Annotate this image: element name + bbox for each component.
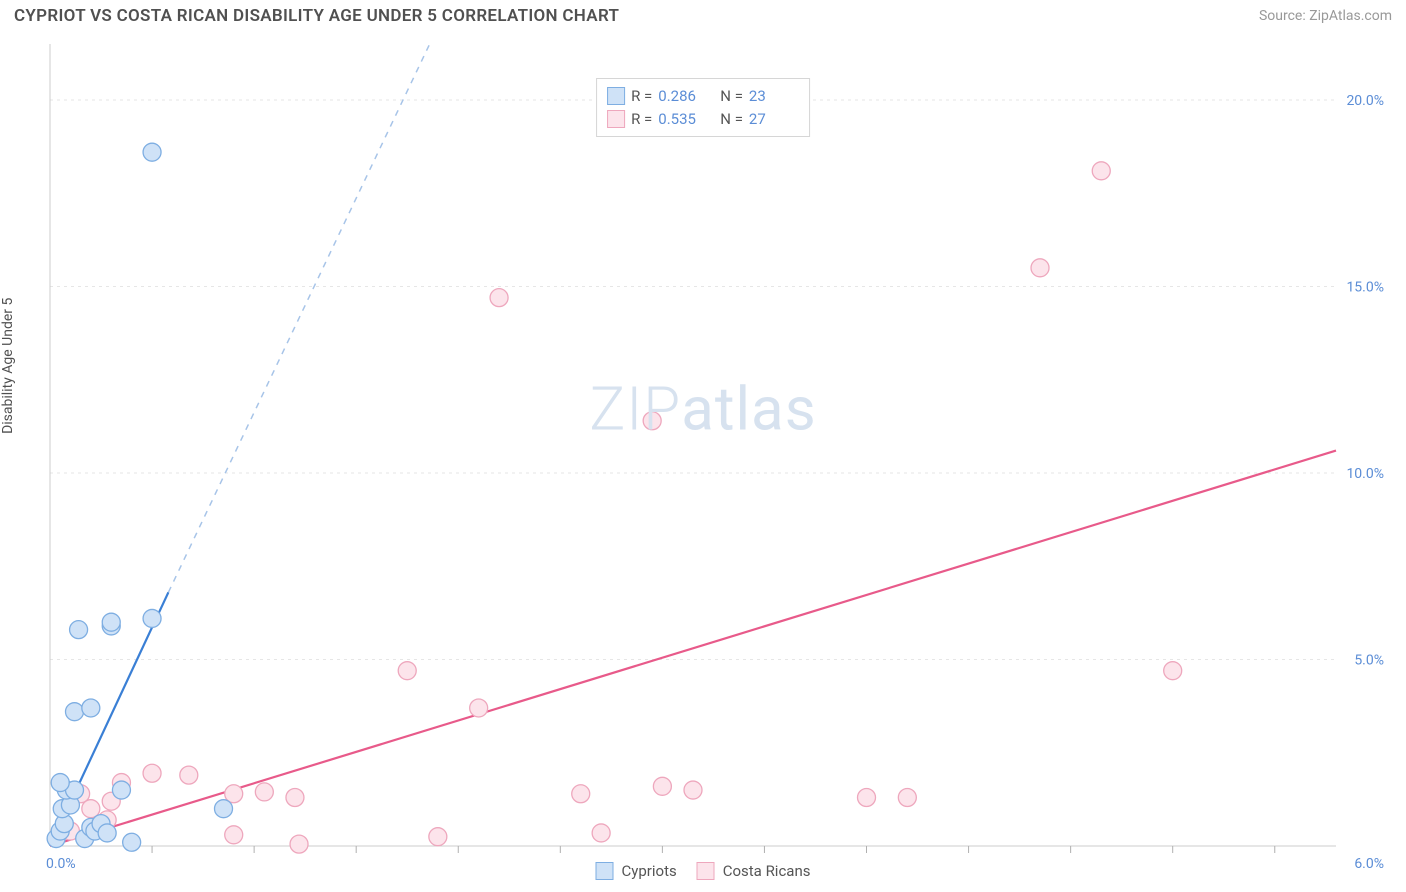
svg-text:20.0%: 20.0% (1346, 93, 1384, 109)
svg-text:0.0%: 0.0% (46, 856, 76, 872)
chart-title: CYPRIOT VS COSTA RICAN DISABILITY AGE UN… (14, 6, 619, 26)
swatch-icon (596, 862, 614, 880)
n-value: 23 (749, 85, 795, 108)
stats-row-cypriots: R = 0.286 N = 23 (607, 85, 795, 108)
chart-area: Disability Age Under 5 5.0%10.0%15.0%20.… (14, 38, 1392, 882)
bottom-legend: Cypriots Costa Ricans (596, 862, 811, 880)
legend-item-costaricans: Costa Ricans (697, 862, 811, 880)
r-value: 0.286 (658, 85, 704, 108)
n-value: 27 (749, 108, 795, 131)
svg-text:10.0%: 10.0% (1346, 466, 1384, 482)
svg-text:6.0%: 6.0% (1354, 856, 1384, 872)
swatch-icon (607, 87, 625, 105)
r-value: 0.535 (658, 108, 704, 131)
scatter-chart: 5.0% 10.0% 15.0% 20.0% 0.0% 6.0% (14, 38, 1392, 882)
source-label: Source: ZipAtlas.com (1259, 8, 1392, 24)
legend-label: Cypriots (622, 862, 677, 880)
legend-item-cypriots: Cypriots (596, 862, 677, 880)
legend-label: Costa Ricans (723, 862, 811, 880)
stats-row-costaricans: R = 0.535 N = 27 (607, 108, 795, 131)
y-axis-label: Disability Age Under 5 (0, 298, 16, 434)
stats-legend-box: R = 0.286 N = 23 R = 0.535 N = 27 (596, 78, 810, 137)
svg-text:15.0%: 15.0% (1346, 279, 1384, 295)
svg-text:5.0%: 5.0% (1354, 652, 1384, 668)
swatch-icon (607, 110, 625, 128)
swatch-icon (697, 862, 715, 880)
